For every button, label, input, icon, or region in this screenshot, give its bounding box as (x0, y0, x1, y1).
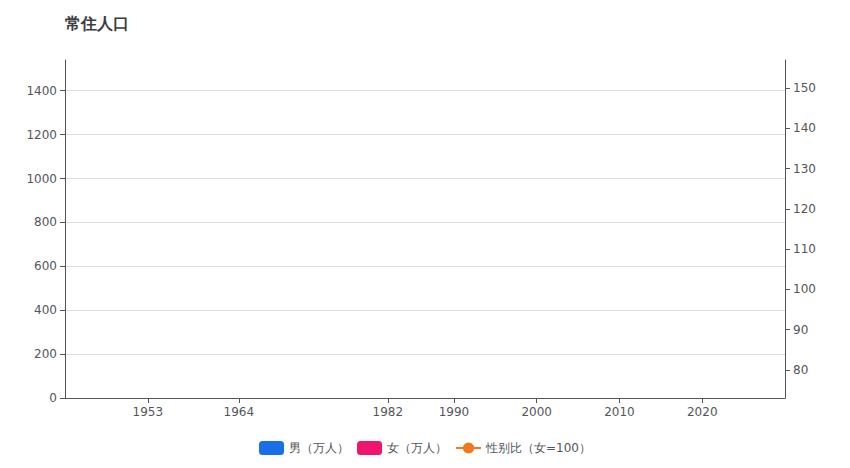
svg-text:800: 800 (34, 215, 57, 229)
svg-text:150: 150 (793, 81, 816, 95)
svg-text:男（万人）: 男（万人） (289, 441, 349, 455)
svg-text:1000: 1000 (26, 172, 57, 186)
svg-text:2000: 2000 (521, 405, 552, 419)
svg-text:1982: 1982 (372, 405, 403, 419)
svg-text:1200: 1200 (26, 128, 57, 142)
svg-text:140: 140 (793, 121, 816, 135)
svg-text:120: 120 (793, 202, 816, 216)
svg-text:2020: 2020 (687, 405, 718, 419)
svg-text:常住人口: 常住人口 (65, 14, 129, 33)
svg-text:1400: 1400 (26, 84, 57, 98)
svg-text:130: 130 (793, 162, 816, 176)
svg-text:600: 600 (34, 259, 57, 273)
svg-text:2010: 2010 (604, 405, 635, 419)
svg-text:110: 110 (793, 242, 816, 256)
svg-text:0: 0 (49, 391, 57, 405)
svg-text:100: 100 (793, 282, 816, 296)
svg-text:400: 400 (34, 303, 57, 317)
svg-text:90: 90 (793, 323, 808, 337)
svg-text:性别比（女=100）: 性别比（女=100） (485, 441, 591, 455)
svg-text:1990: 1990 (439, 405, 470, 419)
svg-text:1953: 1953 (132, 405, 163, 419)
svg-text:200: 200 (34, 347, 57, 361)
svg-text:1964: 1964 (224, 405, 255, 419)
svg-text:80: 80 (793, 363, 808, 377)
svg-text:女（万人）: 女（万人） (387, 441, 447, 455)
